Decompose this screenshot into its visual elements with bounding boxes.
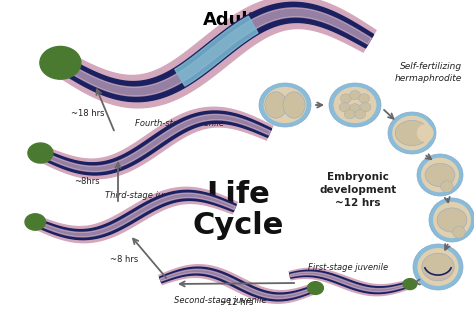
Ellipse shape (437, 208, 467, 232)
Polygon shape (289, 268, 411, 296)
Polygon shape (290, 272, 410, 292)
Ellipse shape (359, 94, 370, 103)
Text: ~12 hrs: ~12 hrs (220, 298, 254, 307)
Polygon shape (160, 269, 316, 299)
Text: Self-fertilizing
hermaphrodite: Self-fertilizing hermaphrodite (395, 62, 462, 83)
Ellipse shape (308, 282, 323, 294)
Ellipse shape (259, 83, 311, 127)
Text: ~18 hrs: ~18 hrs (71, 109, 105, 117)
Text: Third-stage juvenile: Third-stage juvenile (105, 191, 188, 200)
Text: ~8 hrs: ~8 hrs (110, 256, 138, 265)
Text: Life
Cycle: Life Cycle (192, 180, 283, 240)
Polygon shape (175, 16, 258, 86)
Ellipse shape (417, 154, 463, 196)
Ellipse shape (413, 244, 463, 290)
Ellipse shape (425, 164, 455, 187)
Polygon shape (290, 270, 410, 293)
Polygon shape (37, 107, 273, 179)
Text: Adult: Adult (203, 11, 257, 29)
Text: Embryonic
development
~12 hrs: Embryonic development ~12 hrs (319, 172, 397, 208)
Text: ~8hrs: ~8hrs (74, 176, 100, 186)
Ellipse shape (355, 110, 365, 119)
Text: Second-stage juvenile: Second-stage juvenile (173, 296, 266, 305)
Ellipse shape (339, 103, 350, 112)
Ellipse shape (283, 92, 305, 118)
Text: Fourth-stage juvenile: Fourth-stage juvenile (135, 119, 224, 128)
Polygon shape (39, 114, 271, 172)
Polygon shape (35, 193, 236, 237)
Ellipse shape (417, 124, 434, 142)
Polygon shape (34, 190, 236, 240)
Ellipse shape (422, 253, 454, 281)
Ellipse shape (360, 103, 371, 112)
Ellipse shape (344, 110, 355, 119)
Ellipse shape (264, 87, 307, 123)
Polygon shape (33, 187, 237, 243)
Ellipse shape (421, 158, 459, 192)
Text: First-stage juvenile: First-stage juvenile (308, 263, 388, 272)
Ellipse shape (265, 92, 287, 118)
Ellipse shape (395, 120, 429, 146)
Polygon shape (38, 111, 272, 175)
Ellipse shape (418, 248, 459, 286)
Ellipse shape (329, 83, 381, 127)
Polygon shape (54, 0, 376, 108)
Ellipse shape (349, 90, 360, 100)
Ellipse shape (28, 143, 53, 163)
Ellipse shape (429, 198, 474, 242)
Ellipse shape (433, 202, 471, 238)
Ellipse shape (392, 116, 432, 150)
Ellipse shape (25, 214, 46, 230)
Ellipse shape (388, 112, 436, 154)
Polygon shape (56, 2, 374, 102)
Ellipse shape (440, 181, 453, 192)
Polygon shape (159, 265, 317, 303)
Ellipse shape (403, 279, 417, 290)
Polygon shape (160, 267, 317, 301)
Ellipse shape (334, 87, 376, 123)
Ellipse shape (453, 226, 465, 238)
Ellipse shape (340, 94, 351, 103)
Ellipse shape (349, 104, 360, 113)
Polygon shape (59, 8, 372, 96)
Ellipse shape (40, 46, 81, 79)
